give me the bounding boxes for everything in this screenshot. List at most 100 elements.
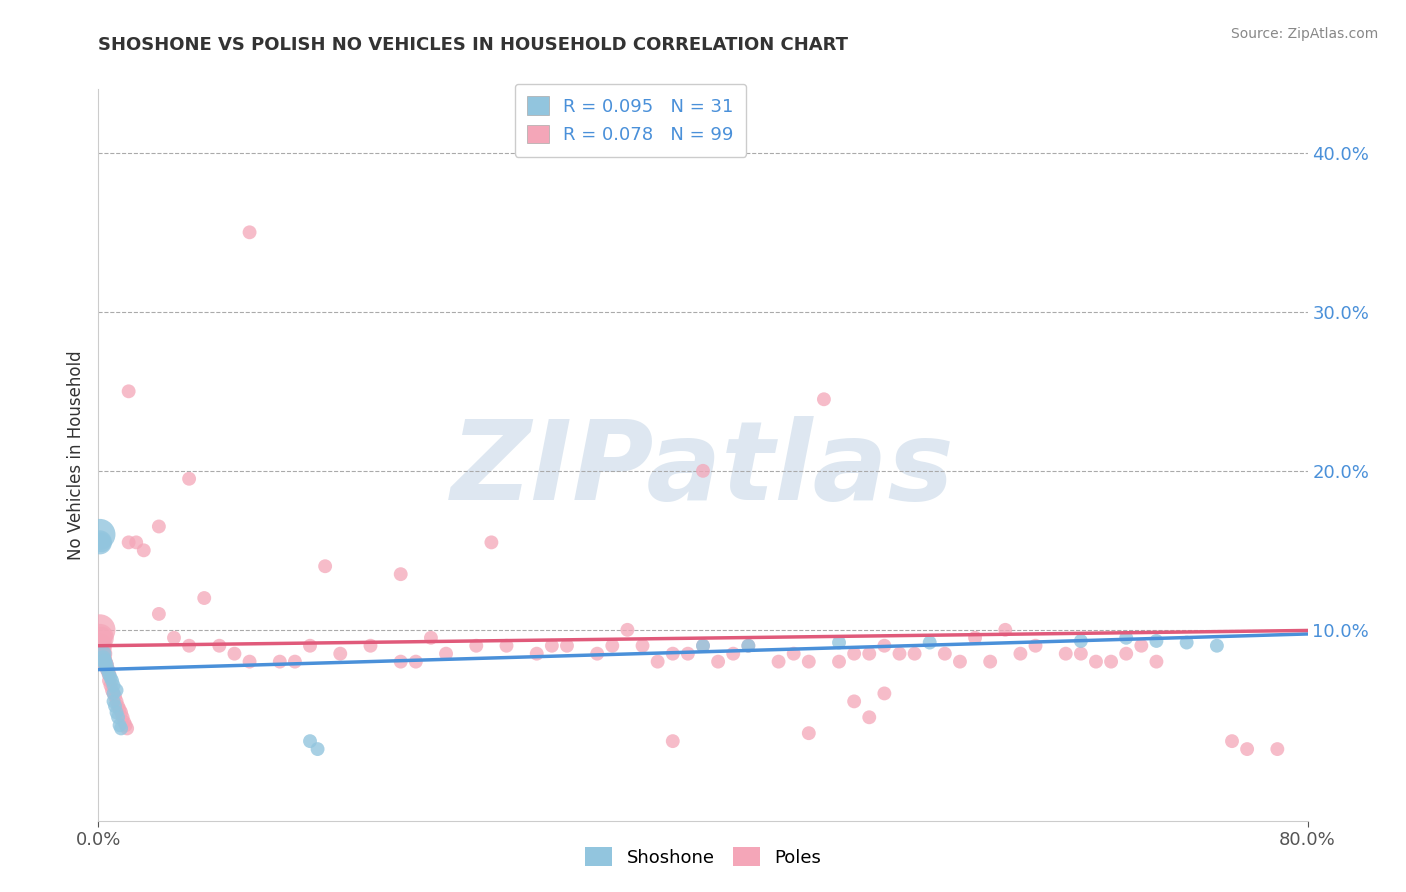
Point [889, 647, 911, 661]
Point [873, 639, 896, 653]
Point [616, 623, 638, 637]
Text: Source: ZipAtlas.com: Source: ZipAtlas.com [1230, 27, 1378, 41]
Point [101, 673, 124, 688]
Point [90, 641, 112, 656]
Point [98, 673, 121, 688]
Point [1085, 655, 1108, 669]
Point [224, 647, 246, 661]
Point [586, 647, 609, 661]
Y-axis label: No Vehicles in Household: No Vehicles in Household [66, 350, 84, 560]
Point [91, 651, 114, 665]
Point [783, 647, 806, 661]
Point [100, 678, 122, 692]
Point [193, 591, 215, 605]
Point [148, 607, 170, 621]
Point [858, 710, 880, 724]
Point [1144, 634, 1167, 648]
Point [360, 639, 382, 653]
Point [104, 699, 127, 714]
Point [115, 722, 138, 736]
Point [284, 655, 307, 669]
Point [98, 667, 121, 681]
Point [89, 527, 111, 541]
Text: SHOSHONE VS POLISH NO VEHICLES IN HOUSEHOLD CORRELATION CHART: SHOSHONE VS POLISH NO VEHICLES IN HOUSEH… [98, 36, 848, 54]
Point [1130, 639, 1153, 653]
Point [389, 655, 412, 669]
Point [768, 655, 790, 669]
Point [89, 535, 111, 549]
Point [114, 718, 136, 732]
Point [103, 686, 125, 700]
Point [107, 710, 129, 724]
Point [1267, 742, 1289, 756]
Point [602, 639, 624, 653]
Point [918, 635, 941, 649]
Point [858, 647, 880, 661]
Point [314, 559, 336, 574]
Point [737, 639, 759, 653]
Point [631, 639, 654, 653]
Point [101, 683, 124, 698]
Point [108, 702, 131, 716]
Point [90, 631, 112, 645]
Point [797, 726, 820, 740]
Point [707, 655, 730, 669]
Point [555, 639, 578, 653]
Point [100, 671, 122, 685]
Point [107, 699, 129, 714]
Text: ZIPatlas: ZIPatlas [451, 416, 955, 523]
Point [676, 647, 699, 661]
Point [104, 690, 127, 704]
Point [91, 647, 114, 661]
Point [420, 631, 443, 645]
Point [179, 472, 201, 486]
Point [692, 639, 714, 653]
Point [434, 647, 457, 661]
Point [90, 535, 112, 549]
Point [105, 706, 128, 720]
Point [1070, 647, 1092, 661]
Legend: Shoshone, Poles: Shoshone, Poles [578, 840, 828, 874]
Point [105, 683, 128, 698]
Point [873, 686, 896, 700]
Point [103, 694, 125, 708]
Point [93, 655, 115, 669]
Legend: R = 0.095   N = 31, R = 0.078   N = 99: R = 0.095 N = 31, R = 0.078 N = 99 [515, 84, 747, 157]
Point [904, 647, 927, 661]
Point [132, 543, 155, 558]
Point [797, 655, 820, 669]
Point [661, 734, 683, 748]
Point [269, 655, 291, 669]
Point [179, 639, 201, 653]
Point [208, 639, 231, 653]
Point [405, 655, 427, 669]
Point [994, 623, 1017, 637]
Point [661, 647, 683, 661]
Point [1070, 634, 1092, 648]
Point [1099, 655, 1122, 669]
Point [1054, 647, 1077, 661]
Point [118, 535, 141, 549]
Point [540, 639, 562, 653]
Point [94, 657, 117, 672]
Point [828, 655, 851, 669]
Point [1236, 742, 1258, 756]
Point [965, 631, 987, 645]
Point [239, 655, 262, 669]
Point [148, 519, 170, 533]
Point [828, 635, 851, 649]
Point [1010, 647, 1032, 661]
Point [307, 742, 329, 756]
Point [1115, 631, 1137, 645]
Point [495, 639, 517, 653]
Point [979, 655, 1001, 669]
Point [94, 657, 117, 672]
Point [91, 647, 114, 661]
Point [103, 678, 125, 692]
Point [949, 655, 972, 669]
Point [647, 655, 669, 669]
Point [108, 718, 131, 732]
Point [110, 706, 132, 720]
Point [329, 647, 352, 661]
Point [526, 647, 548, 661]
